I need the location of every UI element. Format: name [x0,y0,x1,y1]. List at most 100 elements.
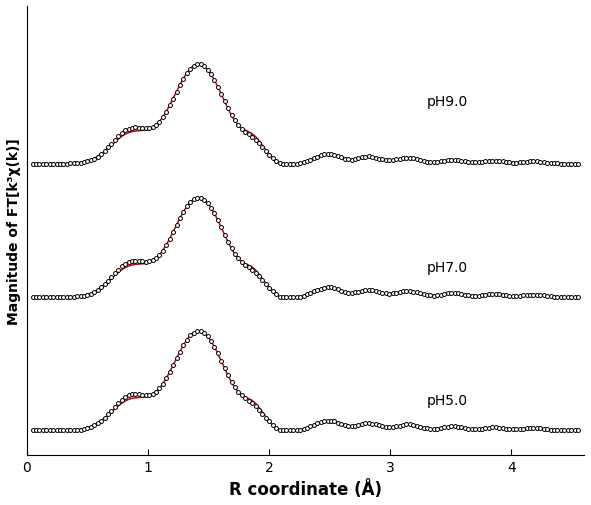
Point [151,122,161,130]
Point [90,288,99,296]
Point [103,144,113,152]
Point [340,156,349,164]
Point [529,291,538,299]
Point [268,288,277,296]
Point [374,422,384,430]
Point [296,160,305,168]
Point [573,293,583,301]
Point [412,156,421,164]
Point [28,427,37,435]
Point [168,229,178,237]
Point [35,160,44,168]
Point [395,288,404,296]
Point [158,380,168,388]
Point [470,425,480,433]
Point [271,158,281,166]
Point [412,289,421,297]
Point [477,291,486,299]
Point [333,286,343,294]
Point [467,159,476,167]
Point [158,247,168,255]
Point [76,426,85,434]
Point [28,160,37,168]
Point [374,155,384,163]
Point [505,159,514,167]
Point [446,289,456,297]
Point [477,425,486,433]
Point [474,425,483,433]
Point [368,154,377,162]
Point [573,160,583,168]
Point [251,402,260,411]
Point [326,284,336,292]
Point [480,158,490,166]
Point [336,154,346,162]
Point [251,269,260,277]
Point [405,155,415,163]
Point [265,418,274,426]
Point [189,63,199,71]
Point [388,157,398,165]
Point [535,291,545,299]
Point [525,158,535,166]
Point [285,427,294,435]
Point [93,420,102,428]
Point [440,424,449,432]
Point [233,388,243,396]
Point [570,293,579,301]
Point [237,125,246,133]
Point [350,289,360,297]
Point [31,160,41,168]
Point [110,136,119,144]
Point [543,159,552,167]
Point [423,291,432,299]
Point [330,418,339,426]
Point [79,159,89,167]
Point [333,419,343,427]
Point [223,105,233,113]
Point [45,427,54,435]
Point [193,327,202,335]
Point [233,122,243,130]
Point [86,423,96,431]
Point [275,160,284,168]
Point [381,290,391,298]
Point [313,420,322,428]
Point [385,423,394,431]
Point [210,77,219,85]
Point [168,362,178,370]
Point [505,425,514,433]
Point [436,424,446,432]
Point [186,66,195,74]
Point [288,427,298,435]
Point [121,393,130,401]
Point [336,420,346,428]
Point [76,292,85,300]
Point [433,159,442,167]
Point [364,286,374,294]
Point [535,425,545,433]
Point [73,426,82,434]
Point [457,424,466,432]
Point [446,157,456,165]
Point [457,290,466,298]
Point [539,425,548,433]
Point [59,426,68,434]
Point [127,391,137,399]
Point [45,160,54,168]
Point [309,421,319,429]
Point [83,158,92,166]
Point [203,66,212,74]
Point [278,160,288,168]
Point [543,292,552,300]
Point [237,259,246,267]
Point [415,157,425,165]
Point [268,421,277,429]
Point [56,160,65,168]
Point [368,420,377,428]
Point [168,95,178,104]
Point [319,417,329,425]
Point [354,288,363,296]
Point [350,422,360,430]
Point [275,293,284,301]
